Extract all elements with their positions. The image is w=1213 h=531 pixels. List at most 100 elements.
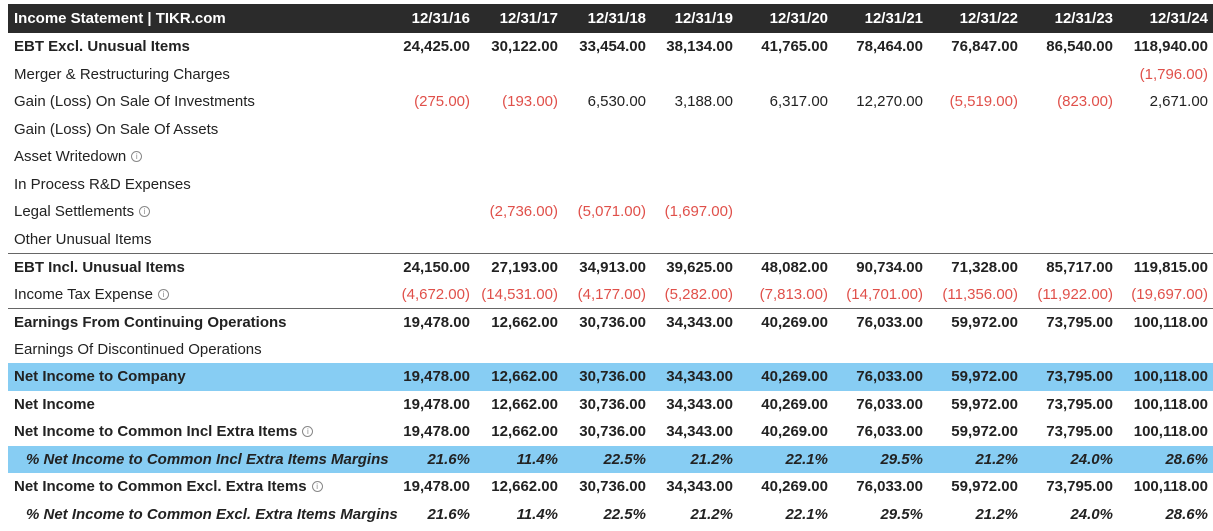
row-label: % Net Income to Common Excl. Extra Items… [8, 506, 398, 523]
value-cell: (5,071.00) [577, 203, 646, 221]
row-label: Merger & Restructuring Charges [8, 66, 390, 83]
table-row[interactable]: % Net Income to Common Excl. Extra Items… [8, 501, 1213, 529]
value-cell: 11.4% [516, 505, 558, 523]
value-cell: 59,972.00 [951, 395, 1018, 413]
year-header[interactable]: 12/31/19 [674, 10, 733, 27]
table-row[interactable]: Gain (Loss) On Sale Of Assets [8, 116, 1213, 144]
table-row[interactable]: Other Unusual Items [8, 226, 1213, 254]
info-icon[interactable]: i [157, 288, 169, 300]
table-row[interactable]: Net Income 19,478.00 12,662.00 30,736.00 34,… [8, 391, 1213, 419]
row-label: Gain (Loss) On Sale Of Assets [8, 121, 390, 138]
row-label-text: EBT Incl. Unusual Items [14, 258, 185, 276]
info-icon[interactable]: i [311, 481, 323, 493]
row-label-text: Net Income to Company [14, 368, 186, 386]
row-label: Earnings Of Discontinued Operations [8, 341, 390, 358]
table-title: Income Statement | TIKR.com [14, 10, 226, 27]
value-cell: 12,270.00 [856, 93, 923, 111]
value-cell: 100,118.00 [1133, 313, 1208, 331]
value-cell: 90,734.00 [856, 258, 923, 276]
year-header[interactable]: 12/31/18 [587, 10, 646, 27]
value-cell: 6,317.00 [769, 93, 828, 111]
year-header[interactable]: 12/31/16 [411, 10, 470, 27]
table-row[interactable]: Merger & Restructuring Charges (1,796.00) [8, 61, 1213, 89]
value-cell: 19,478.00 [403, 478, 470, 496]
year-header[interactable]: 12/31/24 [1149, 10, 1208, 27]
value-cell: 73,795.00 [1046, 423, 1113, 441]
table-row[interactable]: Net Income to Common Excl. Extra Items i 1… [8, 473, 1213, 501]
row-label-text: Other Unusual Items [14, 230, 152, 248]
value-cell: 30,736.00 [579, 313, 646, 331]
value-cell: 19,478.00 [403, 313, 470, 331]
table-row[interactable]: Legal Settlements i (2,736.00) (5,071.00) (1… [8, 198, 1213, 226]
value-cell: 40,269.00 [761, 313, 828, 331]
year-header[interactable]: 12/31/21 [864, 10, 923, 27]
year-header[interactable]: 12/31/23 [1054, 10, 1113, 27]
value-cell: 22.1% [785, 450, 828, 468]
row-label-text: Merger & Restructuring Charges [14, 65, 230, 83]
value-cell: 29.5% [880, 450, 923, 468]
year-header[interactable]: 12/31/20 [769, 10, 828, 27]
info-icon[interactable]: i [131, 151, 143, 163]
value-cell: 19,478.00 [403, 395, 470, 413]
row-label: Net Income [8, 396, 390, 413]
row-label: Net Income to Common Excl. Extra Items i [8, 478, 390, 495]
table-row[interactable]: % Net Income to Common Incl Extra Items … [8, 445, 1213, 473]
row-label: EBT Excl. Unusual Items [8, 38, 390, 55]
row-label-text: Legal Settlements [14, 203, 135, 221]
value-cell: (823.00) [1057, 93, 1113, 111]
value-cell: 85,717.00 [1046, 258, 1113, 276]
value-cell: 40,269.00 [761, 423, 828, 441]
value-cell: 30,736.00 [579, 368, 646, 386]
value-cell: 76,033.00 [856, 313, 923, 331]
table-row[interactable]: Asset Writedown i [8, 143, 1213, 171]
value-cell: 12,662.00 [491, 478, 558, 496]
value-cell: 30,736.00 [579, 478, 646, 496]
value-cell: 24,150.00 [403, 258, 470, 276]
value-cell: 21.2% [690, 450, 733, 468]
year-header[interactable]: 12/31/22 [959, 10, 1018, 27]
table-row[interactable]: EBT Excl. Unusual Items 24,425.00 30,122.0… [8, 33, 1213, 61]
row-label-text: In Process R&D Expenses [14, 175, 191, 193]
value-cell: 12,662.00 [491, 395, 558, 413]
value-cell: 40,269.00 [761, 478, 828, 496]
value-cell: 59,972.00 [951, 423, 1018, 441]
row-label-text: Asset Writedown [14, 148, 127, 166]
row-label: Legal Settlements i [8, 203, 390, 220]
value-cell: (193.00) [502, 93, 558, 111]
income-statement-table: Income Statement | TIKR.com 12/31/16 12/… [8, 4, 1213, 528]
value-cell: 76,847.00 [951, 38, 1018, 56]
value-cell: 59,972.00 [951, 313, 1018, 331]
value-cell: 24.0% [1070, 505, 1113, 523]
row-label-text: Earnings Of Discontinued Operations [14, 340, 262, 358]
year-header[interactable]: 12/31/17 [499, 10, 558, 27]
value-cell: 73,795.00 [1046, 313, 1113, 331]
value-cell: 76,033.00 [856, 478, 923, 496]
table-row[interactable]: Earnings Of Discontinued Operations [8, 336, 1213, 364]
table-row[interactable]: Income Tax Expense i (4,672.00) (14,531.00)… [8, 281, 1213, 309]
value-cell: 12,662.00 [491, 423, 558, 441]
info-icon[interactable]: i [302, 426, 314, 438]
value-cell: 29.5% [880, 505, 923, 523]
value-cell: 19,478.00 [403, 423, 470, 441]
table-row[interactable]: EBT Incl. Unusual Items 24,150.00 27,193.0… [8, 253, 1213, 281]
row-label: Asset Writedown i [8, 148, 390, 165]
info-icon[interactable]: i [139, 206, 151, 218]
row-label: Income Tax Expense i [8, 286, 390, 303]
table-row[interactable]: In Process R&D Expenses [8, 171, 1213, 199]
row-label-text: Income Tax Expense [14, 285, 153, 303]
value-cell: 100,118.00 [1133, 395, 1208, 413]
value-cell: 59,972.00 [951, 478, 1018, 496]
value-cell: 24.0% [1070, 450, 1113, 468]
row-label-text: Net Income to Common Incl Extra Items [14, 423, 298, 441]
table-row[interactable]: Net Income to Common Incl Extra Items i 19… [8, 418, 1213, 446]
value-cell: 48,082.00 [761, 258, 828, 276]
table-row[interactable]: Earnings From Continuing Operations 19,47… [8, 308, 1213, 336]
row-label-text: Net Income [14, 395, 95, 413]
value-cell: 100,118.00 [1133, 423, 1208, 441]
table-row[interactable]: Net Income to Company 19,478.00 12,662.00 3… [8, 363, 1213, 391]
row-label: Earnings From Continuing Operations [8, 314, 390, 331]
value-cell: 78,464.00 [856, 38, 923, 56]
table-row[interactable]: Gain (Loss) On Sale Of Investments (275.0… [8, 88, 1213, 116]
value-cell: 34,913.00 [579, 258, 646, 276]
value-cell: 28.6% [1165, 505, 1208, 523]
